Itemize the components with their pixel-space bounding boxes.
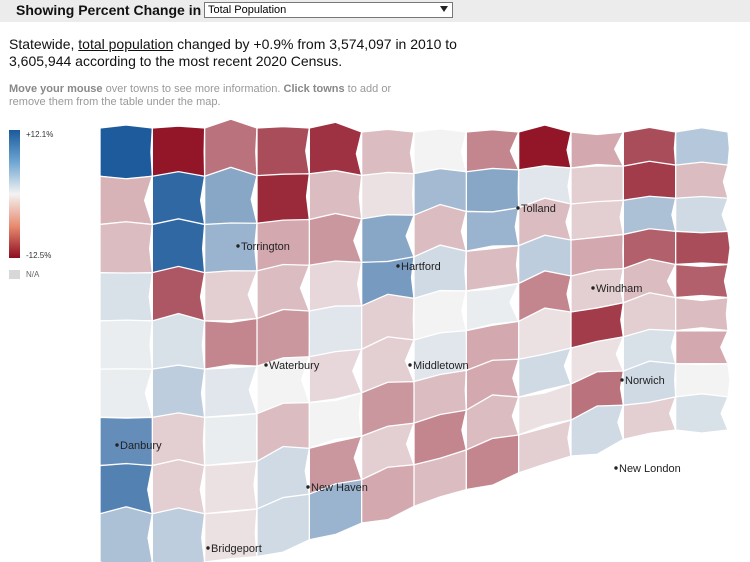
city-dot-9: [614, 466, 618, 470]
town-49[interactable]: [99, 319, 154, 371]
town-18[interactable]: [361, 171, 415, 220]
town-4[interactable]: [256, 125, 311, 177]
town-36[interactable]: [675, 195, 729, 234]
town-53[interactable]: [308, 305, 365, 358]
town-13[interactable]: [99, 175, 154, 226]
city-label-1: Hartford: [401, 261, 441, 273]
chevron-down-icon: [440, 6, 448, 12]
town-39[interactable]: [204, 270, 258, 322]
town-22[interactable]: [570, 165, 624, 205]
town-106[interactable]: [570, 404, 625, 457]
town-44[interactable]: [465, 244, 520, 292]
city-dot-3: [591, 286, 595, 290]
town-37[interactable]: [99, 272, 154, 322]
town-polygons: [99, 118, 731, 562]
city-label-8: New Haven: [311, 482, 368, 494]
town-108[interactable]: [675, 393, 729, 434]
city-label-3: Windham: [596, 283, 642, 295]
summary-prefix: Statewide,: [9, 36, 79, 52]
town-87[interactable]: [204, 460, 258, 515]
legend-na-swatch: [9, 270, 20, 279]
town-97[interactable]: [99, 506, 154, 562]
city-dot-10: [206, 546, 210, 550]
city-labels: Torrington Hartford Tolland Windham Waterbur…: [115, 203, 681, 555]
town-34[interactable]: [570, 199, 625, 241]
town-72[interactable]: [675, 296, 729, 332]
city-dot-2: [516, 206, 520, 210]
city-dot-6: [620, 378, 624, 382]
help-text-click: to add or remove them from the table und…: [9, 83, 392, 108]
town-98[interactable]: [151, 507, 206, 562]
city-dot-5: [408, 363, 412, 367]
city-dot-8: [306, 485, 310, 489]
town-10[interactable]: [570, 131, 625, 169]
help-bold-hover: Move your mouse: [9, 83, 103, 95]
town-1[interactable]: [99, 124, 154, 180]
town-32[interactable]: [465, 206, 520, 252]
town-20[interactable]: [465, 167, 520, 213]
town-60[interactable]: [675, 263, 729, 299]
summary-text: Statewide, total population changed by +…: [9, 36, 469, 70]
city-label-9: New London: [619, 463, 681, 475]
city-dot-7: [115, 443, 119, 447]
measure-bar: Showing Percent Change in Total Populati…: [0, 0, 750, 22]
town-63[interactable]: [204, 365, 258, 419]
city-dot-4: [264, 363, 268, 367]
help-text-hover: over towns to see more information.: [102, 83, 284, 95]
summary-body: changed by +0.9% from 3,574,097 in 2010 …: [9, 36, 457, 69]
summary-measure-link[interactable]: total population: [78, 36, 174, 52]
city-label-0: Torrington: [241, 241, 290, 253]
measure-select-value: Total Population: [208, 4, 287, 16]
city-dot-0: [236, 244, 240, 248]
city-dot-1: [396, 264, 400, 268]
town-2[interactable]: [151, 125, 206, 179]
town-107[interactable]: [622, 396, 677, 441]
legend-max: +12.1%: [26, 130, 54, 139]
town-105[interactable]: [518, 419, 572, 474]
town-41[interactable]: [308, 260, 363, 312]
town-6[interactable]: [361, 128, 415, 178]
city-label-6: Norwich: [625, 375, 665, 387]
town-51[interactable]: [204, 317, 261, 370]
town-75[interactable]: [204, 412, 258, 467]
help-text: Move your mouse over towns to see more i…: [9, 83, 409, 109]
help-bold-click: Click towns: [283, 83, 345, 95]
town-61[interactable]: [99, 368, 154, 419]
city-label-10: Bridgeport: [211, 543, 262, 555]
legend-na: N/A: [26, 270, 40, 279]
town-25[interactable]: [99, 221, 154, 276]
city-label-7: Danbury: [120, 440, 162, 452]
town-24[interactable]: [675, 161, 729, 202]
legend-gradient: [9, 130, 20, 258]
legend-min: -12.5%: [26, 251, 52, 260]
city-label-4: Waterbury: [269, 360, 320, 372]
city-label-2: Tolland: [521, 203, 556, 215]
town-48[interactable]: [675, 230, 731, 266]
town-99[interactable]: [204, 508, 258, 562]
town-8[interactable]: [465, 129, 520, 174]
town-84[interactable]: [675, 330, 729, 365]
town-30[interactable]: [361, 214, 415, 264]
city-label-5: Middletown: [413, 360, 469, 372]
town-16[interactable]: [256, 173, 311, 224]
measure-label: Showing Percent Change in: [16, 2, 202, 18]
measure-select[interactable]: Total Population: [204, 2, 453, 18]
town-96[interactable]: [675, 363, 731, 398]
